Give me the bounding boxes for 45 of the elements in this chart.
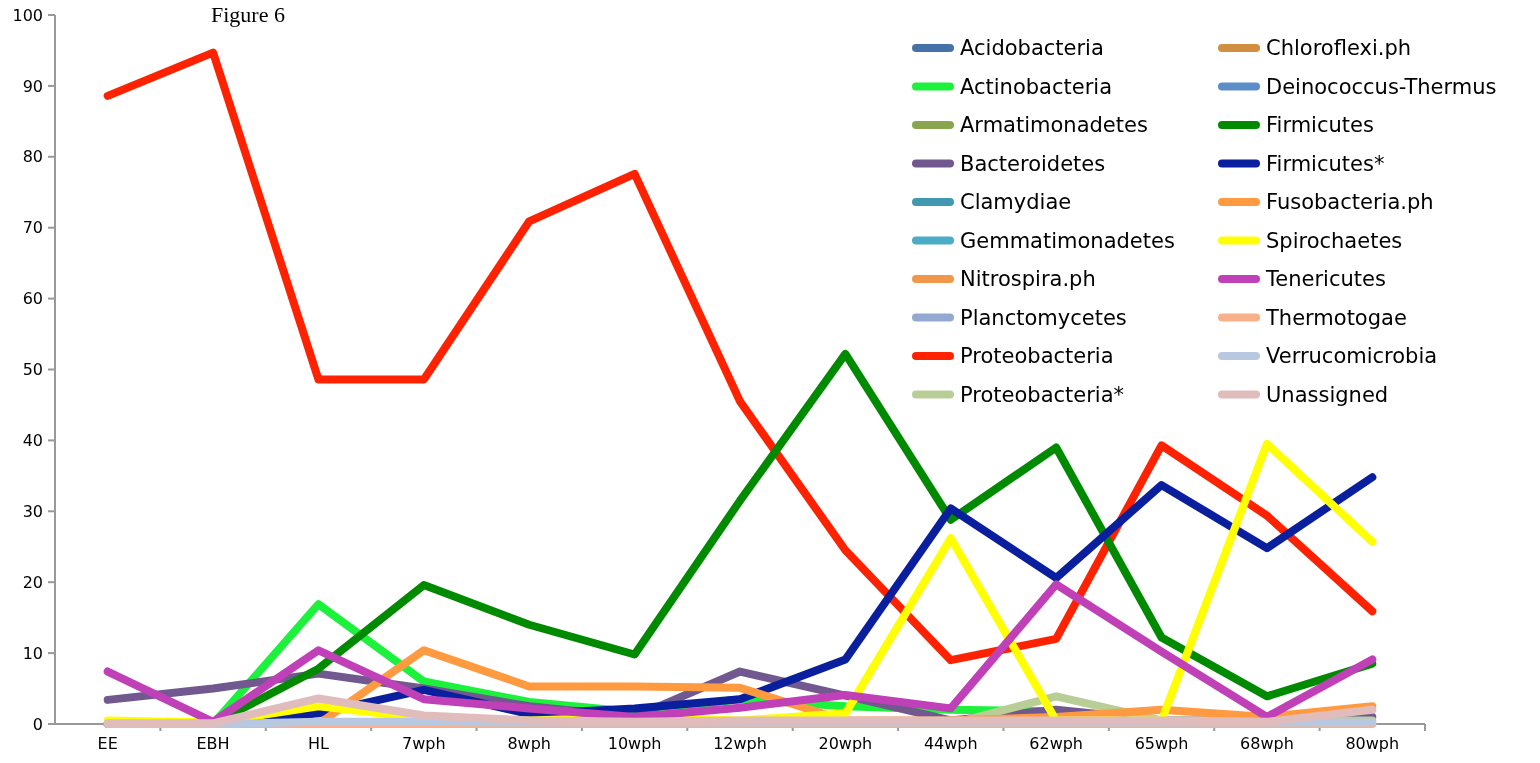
x-tick-label: HL (307, 734, 330, 753)
legend-label: Fusobacteria.ph (1266, 190, 1434, 215)
y-tick-label: 0 (32, 714, 43, 734)
legend-label: Nitrospira.ph (960, 267, 1096, 292)
y-tick-label: 10 (22, 643, 43, 663)
legend-label: Unassigned (1266, 382, 1389, 407)
x-tick-label: 10wph (607, 734, 662, 753)
legend-label: Planctomycetes (960, 305, 1127, 330)
x-tick-label: 8wph (507, 734, 552, 753)
legend-label: Acidobacteria (960, 36, 1104, 61)
legend-label: Clamydiae (960, 190, 1072, 215)
legend-label: Proteobacteria (960, 344, 1114, 369)
legend-label: Verrucomicrobia (1266, 344, 1438, 369)
x-tick-label: EE (97, 734, 118, 753)
legend-label: Thermotogae (1265, 305, 1407, 330)
x-tick-label: 7wph (402, 734, 446, 753)
x-tick-label: EBH (196, 734, 230, 753)
x-tick-label: 65wph (1134, 734, 1189, 753)
legend-label: Gemmatimonadetes (960, 228, 1175, 253)
x-tick-label: 68wph (1240, 734, 1294, 753)
y-tick-label: 70 (22, 218, 43, 238)
y-tick-label: 30 (22, 501, 43, 521)
y-tick-label: 80 (22, 147, 43, 167)
legend-label: Chloroflexi.ph (1266, 36, 1412, 61)
legend-label: Firmicutes* (1266, 151, 1385, 176)
legend-label: Firmicutes (1266, 113, 1374, 138)
y-tick-label: 100 (12, 5, 43, 25)
y-tick-label: 40 (22, 431, 43, 450)
y-tick-label: 20 (22, 572, 43, 592)
legend-label: Actinobacteria (960, 74, 1113, 99)
x-tick-label: 62wph (1029, 734, 1084, 753)
legend-label: Proteobacteria* (960, 382, 1125, 407)
x-tick-label: 44wph (923, 734, 978, 753)
y-tick-label: 90 (22, 76, 43, 96)
y-tick-label: 60 (22, 289, 43, 309)
legend-label: Tenericutes (1265, 267, 1386, 292)
chart-title: Figure 6 (211, 2, 285, 27)
x-tick-label: 20wph (818, 734, 873, 753)
legend-label: Deinococcus-Thermus (1266, 74, 1497, 99)
x-tick-label: 80wph (1345, 734, 1400, 753)
y-tick-label: 50 (22, 360, 43, 380)
legend-label: Armatimonadetes (960, 113, 1148, 138)
legend-label: Spirochaetes (1266, 228, 1403, 253)
legend-label: Bacteroidetes (960, 151, 1106, 176)
x-tick-label: 12wph (713, 734, 767, 753)
